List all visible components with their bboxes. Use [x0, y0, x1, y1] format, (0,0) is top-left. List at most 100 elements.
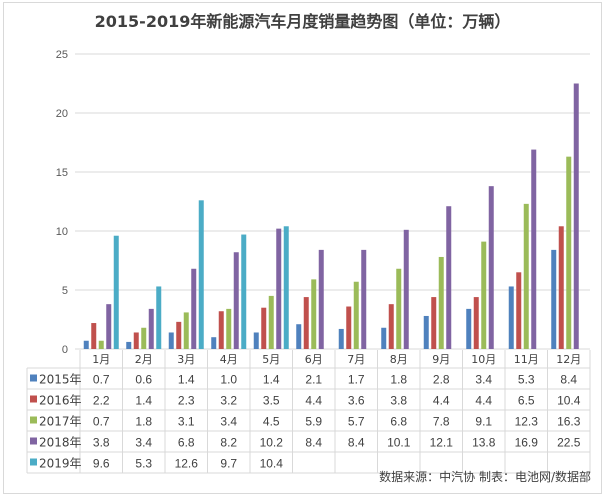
data-label: 5.3 [518, 373, 535, 387]
bar-2016年-1月 [91, 323, 97, 349]
data-label: 10.1 [387, 436, 411, 450]
bar-2018年-11月 [531, 149, 537, 349]
data-label: 2.2 [93, 394, 110, 408]
bar-2015年-9月 [423, 315, 429, 349]
data-label: 3.8 [93, 436, 110, 450]
bar-2016年-11月 [516, 272, 522, 349]
chart-title: 2015-2019年新能源汽车月度销量趋势图（单位：万辆） [94, 12, 511, 31]
bar-2016年-4月 [218, 311, 224, 349]
bar-2015年-1月 [83, 340, 89, 349]
y-tick-label: 10 [56, 226, 68, 238]
x-tick-label: 4月 [220, 353, 238, 366]
bar-2017年-11月 [523, 203, 529, 349]
data-label: 1.8 [390, 373, 407, 387]
bar-2018年-10月 [488, 186, 494, 349]
data-label: 1.4 [135, 394, 152, 408]
data-label: 4.4 [305, 394, 322, 408]
bar-2016年-8月 [388, 304, 394, 349]
x-tick-label: 9月 [432, 353, 450, 366]
bar-2018年-9月 [446, 206, 452, 349]
x-tick-label: 10月 [471, 353, 496, 366]
legend-label: 2017年 [39, 415, 82, 429]
bar-2015年-10月 [466, 308, 472, 349]
data-label: 9.7 [220, 457, 237, 471]
x-tick-label: 3月 [177, 353, 195, 366]
bar-2018年-7月 [361, 249, 367, 349]
bar-2019年-2月 [156, 286, 162, 349]
data-label: 2.1 [305, 373, 322, 387]
data-label: 1.4 [178, 373, 195, 387]
chart-frame [3, 2, 602, 494]
y-tick-label: 5 [62, 285, 68, 297]
data-label: 1.4 [263, 373, 280, 387]
data-label: 9.6 [93, 457, 110, 471]
bar-2017年-1月 [98, 340, 104, 349]
data-label: 16.3 [557, 415, 581, 429]
x-tick-label: 8月 [390, 353, 408, 366]
bar-2019年-4月 [241, 234, 247, 349]
data-label: 6.8 [178, 436, 195, 450]
data-label: 3.5 [263, 394, 280, 408]
bar-2018年-5月 [276, 228, 282, 349]
bar-2015年-7月 [338, 328, 344, 349]
bar-2015年-5月 [253, 332, 259, 349]
data-label: 2.8 [433, 373, 450, 387]
x-tick-label: 7月 [347, 353, 365, 366]
bar-2016年-5月 [261, 307, 267, 349]
legend-swatch-2018年 [30, 437, 37, 445]
legend-swatch-2017年 [30, 416, 37, 424]
bar-2016年-3月 [176, 321, 182, 349]
legend-swatch-2015年 [30, 374, 37, 382]
bar-2016年-6月 [303, 297, 309, 349]
bar-2017年-3月 [183, 312, 189, 349]
data-label: 7.8 [433, 415, 450, 429]
x-tick-label: 5月 [262, 353, 280, 366]
bar-2019年-1月 [113, 235, 119, 349]
bar-2017年-8月 [396, 268, 402, 349]
legend-swatch-2019年 [30, 458, 37, 466]
bar-2017年-4月 [226, 308, 232, 349]
data-label: 12.1 [430, 436, 454, 450]
data-label: 3.1 [178, 415, 195, 429]
bar-2018年-6月 [318, 249, 324, 349]
bar-2016年-9月 [431, 297, 437, 349]
x-tick-label: 1月 [92, 353, 110, 366]
bar-2018年-4月 [233, 252, 239, 349]
data-label: 4.4 [475, 394, 492, 408]
bar-2019年-5月 [283, 226, 289, 349]
data-label: 5.3 [135, 457, 152, 471]
bar-2016年-10月 [473, 297, 479, 349]
data-label: 16.9 [515, 436, 539, 450]
data-label: 22.5 [557, 436, 581, 450]
legend-label: 2016年 [39, 394, 82, 408]
y-tick-label: 0 [62, 344, 68, 356]
data-label: 4.4 [433, 394, 450, 408]
bar-2015年-8月 [381, 327, 387, 349]
y-tick-label: 15 [56, 167, 68, 179]
data-label: 1.0 [220, 373, 237, 387]
data-label: 12.6 [175, 457, 199, 471]
data-label: 1.7 [348, 373, 365, 387]
bar-2018年-1月 [106, 304, 112, 349]
bar-2015年-2月 [126, 341, 132, 349]
x-tick-label: 2月 [135, 353, 153, 366]
data-label: 0.7 [93, 415, 110, 429]
y-tick-label: 25 [56, 49, 68, 61]
data-label: 6.8 [390, 415, 407, 429]
data-label: 3.6 [348, 394, 365, 408]
bar-2017年-10月 [481, 241, 487, 349]
bar-2018年-8月 [403, 229, 409, 349]
bar-2017年-12月 [566, 156, 572, 349]
bar-2015年-6月 [296, 324, 302, 349]
bar-2016年-12月 [558, 226, 564, 349]
bar-2017年-2月 [141, 327, 147, 349]
bar-2015年-4月 [211, 337, 217, 349]
legend-label: 2018年 [39, 436, 82, 450]
bar-2018年-3月 [191, 268, 197, 349]
bar-2017年-7月 [353, 281, 359, 349]
data-label: 12.3 [515, 415, 539, 429]
data-label: 10.4 [260, 457, 284, 471]
data-label: 3.4 [220, 415, 237, 429]
data-label: 0.7 [93, 373, 110, 387]
